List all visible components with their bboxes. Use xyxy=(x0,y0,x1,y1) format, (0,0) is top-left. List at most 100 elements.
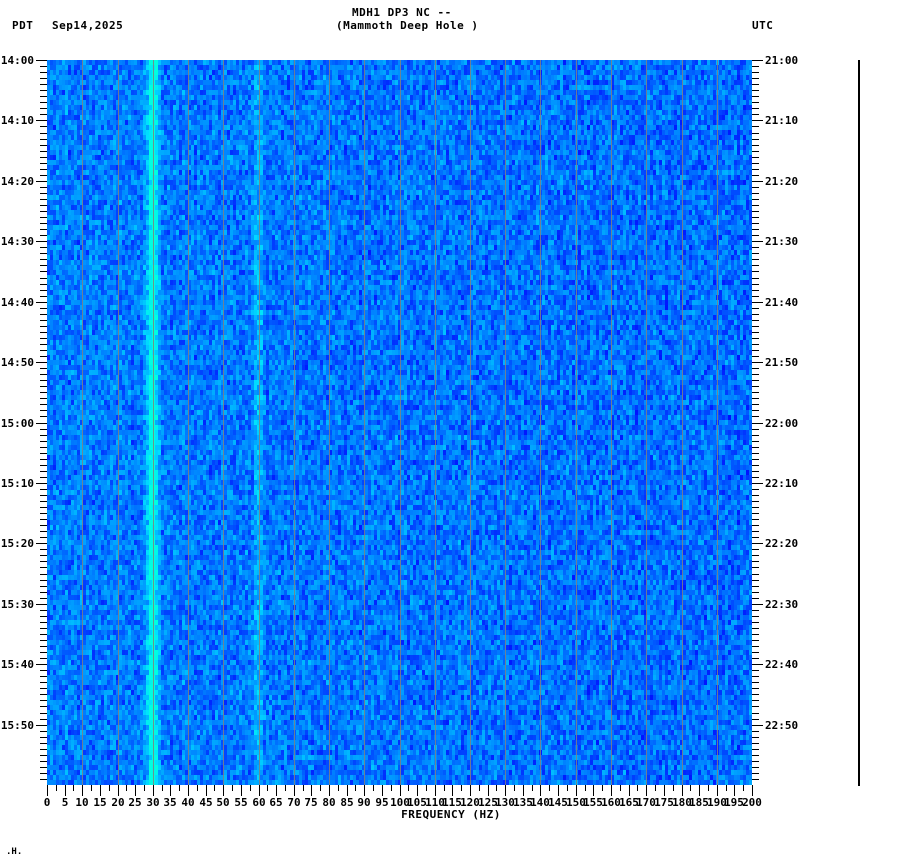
time-tick-minor xyxy=(752,133,759,134)
frequency-label: 195 xyxy=(724,796,744,809)
frequency-tick-major xyxy=(400,785,401,796)
time-tick-minor xyxy=(752,78,759,79)
frequency-tick-major xyxy=(188,785,189,796)
frequency-tick-major xyxy=(752,785,753,796)
time-tick-minor xyxy=(40,658,47,659)
frequency-tick-minor xyxy=(214,785,215,791)
time-label-utc: 21:30 xyxy=(765,235,799,248)
frequency-label: 35 xyxy=(163,796,177,809)
frequency-tick-major xyxy=(611,785,612,796)
time-tick-minor xyxy=(752,199,759,200)
time-tick-major xyxy=(752,60,763,61)
time-tick-minor xyxy=(752,368,759,369)
time-tick-minor xyxy=(752,441,759,442)
time-tick-minor xyxy=(40,223,47,224)
time-tick-minor xyxy=(752,102,759,103)
time-tick-minor xyxy=(40,749,47,750)
frequency-tick-major xyxy=(47,785,48,796)
time-tick-minor xyxy=(752,489,759,490)
time-tick-minor xyxy=(752,586,759,587)
time-tick-minor xyxy=(752,416,759,417)
time-tick-minor xyxy=(752,253,759,254)
time-tick-minor xyxy=(752,706,759,707)
frequency-tick-major xyxy=(100,785,101,796)
time-tick-minor xyxy=(40,374,47,375)
frequency-tick-major xyxy=(65,785,66,796)
time-tick-minor xyxy=(752,290,759,291)
frequency-label: 155 xyxy=(583,796,603,809)
frequency-tick-major xyxy=(329,785,330,796)
time-tick-minor xyxy=(752,429,759,430)
time-tick-minor xyxy=(752,374,759,375)
frequency-tick-minor xyxy=(179,785,180,791)
time-tick-minor xyxy=(752,779,759,780)
time-tick-minor xyxy=(752,314,759,315)
time-tick-minor xyxy=(40,66,47,67)
frequency-tick-major xyxy=(82,785,83,796)
time-tick-minor xyxy=(752,66,759,67)
frequency-tick-major xyxy=(629,785,630,796)
frequency-tick-minor xyxy=(391,785,392,791)
frequency-label: 15 xyxy=(93,796,107,809)
time-tick-minor xyxy=(40,247,47,248)
time-tick-minor xyxy=(40,622,47,623)
time-tick-minor xyxy=(752,574,759,575)
time-tick-major xyxy=(36,362,47,363)
time-tick-minor xyxy=(40,205,47,206)
time-tick-minor xyxy=(40,586,47,587)
time-tick-minor xyxy=(40,356,47,357)
frequency-tick-major xyxy=(223,785,224,796)
time-tick-minor xyxy=(40,471,47,472)
frequency-tick-minor xyxy=(673,785,674,791)
frequency-label: 75 xyxy=(304,796,318,809)
frequency-tick-minor xyxy=(56,785,57,791)
time-tick-minor xyxy=(752,658,759,659)
station-title-line2: (Mammoth Deep Hole ) xyxy=(336,19,479,32)
frequency-tick-minor xyxy=(73,785,74,791)
frequency-label: 170 xyxy=(636,796,656,809)
frequency-label: 190 xyxy=(707,796,727,809)
time-tick-minor xyxy=(752,495,759,496)
time-tick-minor xyxy=(752,223,759,224)
frequency-tick-major xyxy=(382,785,383,796)
frequency-tick-minor xyxy=(408,785,409,791)
frequency-tick-minor xyxy=(602,785,603,791)
time-tick-minor xyxy=(40,773,47,774)
time-tick-minor xyxy=(752,356,759,357)
frequency-tick-minor xyxy=(232,785,233,791)
frequency-label: 0 xyxy=(43,796,51,809)
time-tick-minor xyxy=(752,465,759,466)
time-tick-major xyxy=(752,543,763,544)
time-tick-major xyxy=(752,362,763,363)
time-tick-major xyxy=(36,483,47,484)
time-tick-major xyxy=(36,725,47,726)
time-label-pdt: 15:00 xyxy=(0,417,34,430)
time-tick-minor xyxy=(40,465,47,466)
frequency-tick-minor xyxy=(567,785,568,791)
time-tick-minor xyxy=(752,743,759,744)
time-tick-minor xyxy=(752,265,759,266)
frequency-label: 5 xyxy=(61,796,69,809)
time-tick-major xyxy=(36,302,47,303)
time-label-pdt: 15:50 xyxy=(0,719,34,732)
frequency-tick-major xyxy=(664,785,665,796)
time-tick-minor xyxy=(752,447,759,448)
time-tick-minor xyxy=(40,519,47,520)
time-tick-minor xyxy=(40,495,47,496)
frequency-tick-minor xyxy=(197,785,198,791)
time-tick-minor xyxy=(40,96,47,97)
time-tick-minor xyxy=(40,344,47,345)
time-tick-minor xyxy=(752,435,759,436)
time-label-pdt: 15:20 xyxy=(0,537,34,550)
time-label-utc: 22:50 xyxy=(765,719,799,732)
time-tick-minor xyxy=(752,561,759,562)
time-label-pdt: 14:40 xyxy=(0,296,34,309)
frequency-label: 60 xyxy=(252,796,266,809)
time-label-utc: 21:00 xyxy=(765,54,799,67)
time-tick-minor xyxy=(752,471,759,472)
time-tick-minor xyxy=(752,513,759,514)
time-tick-major xyxy=(752,604,763,605)
right-margin-rule xyxy=(858,60,860,786)
time-tick-major xyxy=(36,181,47,182)
time-tick-minor xyxy=(40,761,47,762)
